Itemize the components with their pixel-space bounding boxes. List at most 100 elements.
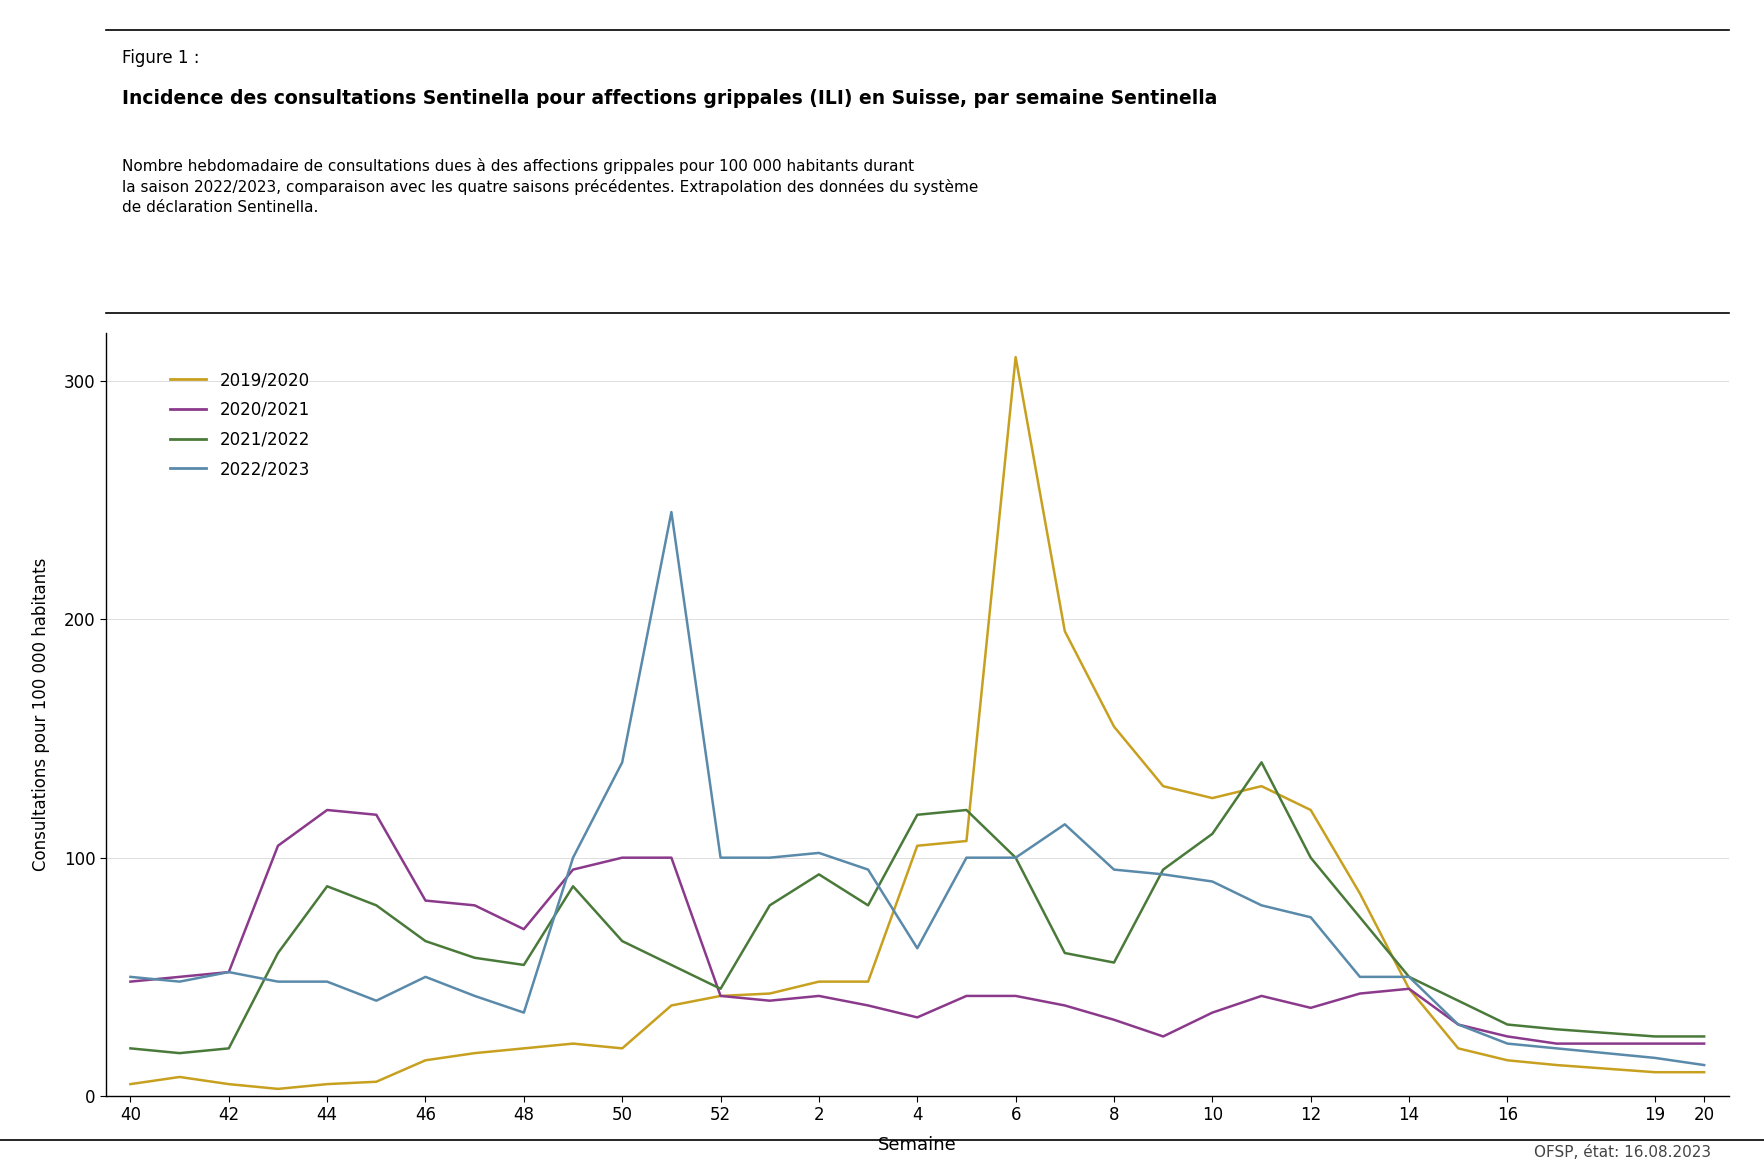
2020/2021 bbox=[1251, 989, 1272, 1003]
2022/2023 bbox=[907, 941, 928, 955]
2022/2023 bbox=[1300, 911, 1321, 925]
2020/2021 bbox=[956, 989, 977, 1003]
2022/2023 bbox=[563, 851, 584, 865]
2021/2022 bbox=[1251, 756, 1272, 770]
2021/2022 bbox=[563, 879, 584, 893]
2022/2023 bbox=[365, 993, 386, 1007]
2019/2020 bbox=[1693, 1066, 1715, 1080]
2022/2023 bbox=[1693, 1058, 1715, 1072]
2019/2020 bbox=[612, 1041, 633, 1055]
2022/2023 bbox=[1152, 868, 1173, 881]
Text: OFSP, état: 16.08.2023: OFSP, état: 16.08.2023 bbox=[1535, 1145, 1711, 1160]
2021/2022 bbox=[759, 898, 780, 912]
2021/2022 bbox=[1201, 827, 1222, 841]
2020/2021 bbox=[1693, 1037, 1715, 1051]
2021/2022 bbox=[956, 803, 977, 817]
2019/2020 bbox=[464, 1046, 485, 1060]
2020/2021 bbox=[513, 922, 534, 936]
2022/2023 bbox=[612, 756, 633, 770]
2021/2022 bbox=[709, 982, 730, 996]
2020/2021 bbox=[563, 863, 584, 877]
2020/2021 bbox=[759, 993, 780, 1007]
2020/2021 bbox=[662, 851, 683, 865]
2020/2021 bbox=[1399, 982, 1420, 996]
2020/2021 bbox=[857, 998, 878, 1012]
2019/2020 bbox=[1644, 1066, 1665, 1080]
2020/2021 bbox=[612, 851, 633, 865]
2022/2023 bbox=[1545, 1041, 1566, 1055]
2019/2020 bbox=[219, 1077, 240, 1091]
2021/2022 bbox=[219, 1041, 240, 1055]
2021/2022 bbox=[857, 898, 878, 912]
2022/2023 bbox=[956, 851, 977, 865]
2019/2020 bbox=[563, 1037, 584, 1051]
2019/2020 bbox=[1201, 791, 1222, 805]
2022/2023 bbox=[759, 851, 780, 865]
2019/2020 bbox=[1349, 886, 1371, 900]
2019/2020 bbox=[169, 1070, 191, 1084]
2020/2021 bbox=[709, 989, 730, 1003]
2022/2023 bbox=[1399, 970, 1420, 984]
Text: Nombre hebdomadaire de consultations dues à des affections grippales pour 100 00: Nombre hebdomadaire de consultations due… bbox=[122, 157, 979, 215]
2021/2022 bbox=[1349, 911, 1371, 925]
2019/2020 bbox=[857, 975, 878, 989]
2020/2021 bbox=[1201, 1005, 1222, 1019]
2019/2020 bbox=[1152, 779, 1173, 793]
Line: 2020/2021: 2020/2021 bbox=[131, 810, 1704, 1044]
2022/2023 bbox=[1644, 1051, 1665, 1065]
2021/2022 bbox=[662, 958, 683, 972]
2021/2022 bbox=[1399, 970, 1420, 984]
2021/2022 bbox=[1300, 851, 1321, 865]
2020/2021 bbox=[1104, 1013, 1125, 1027]
2020/2021 bbox=[316, 803, 337, 817]
X-axis label: Semaine: Semaine bbox=[878, 1136, 956, 1153]
2020/2021 bbox=[1055, 998, 1076, 1012]
2022/2023 bbox=[415, 970, 436, 984]
2021/2022 bbox=[365, 898, 386, 912]
Line: 2019/2020: 2019/2020 bbox=[131, 357, 1704, 1089]
2022/2023 bbox=[709, 851, 730, 865]
2019/2020 bbox=[1498, 1053, 1519, 1067]
2019/2020 bbox=[365, 1075, 386, 1089]
2020/2021 bbox=[169, 970, 191, 984]
2020/2021 bbox=[365, 808, 386, 822]
2022/2023 bbox=[1448, 1018, 1469, 1032]
2022/2023 bbox=[1498, 1037, 1519, 1051]
2022/2023 bbox=[1349, 970, 1371, 984]
2022/2023 bbox=[464, 989, 485, 1003]
2019/2020 bbox=[759, 986, 780, 1000]
2022/2023 bbox=[1055, 817, 1076, 831]
2022/2023 bbox=[808, 845, 829, 859]
2019/2020 bbox=[1104, 719, 1125, 733]
2021/2022 bbox=[415, 934, 436, 948]
2019/2020 bbox=[120, 1077, 141, 1091]
2022/2023 bbox=[120, 970, 141, 984]
2020/2021 bbox=[1498, 1030, 1519, 1044]
2019/2020 bbox=[268, 1082, 289, 1096]
2021/2022 bbox=[268, 946, 289, 960]
2020/2021 bbox=[1300, 1000, 1321, 1014]
Y-axis label: Consultations pour 100 000 habitants: Consultations pour 100 000 habitants bbox=[32, 559, 49, 871]
Text: Figure 1 :: Figure 1 : bbox=[122, 49, 199, 66]
2021/2022 bbox=[1693, 1030, 1715, 1044]
2021/2022 bbox=[1448, 993, 1469, 1007]
2019/2020 bbox=[907, 838, 928, 852]
2022/2023 bbox=[857, 863, 878, 877]
2019/2020 bbox=[709, 989, 730, 1003]
2021/2022 bbox=[464, 950, 485, 964]
2019/2020 bbox=[316, 1077, 337, 1091]
2020/2021 bbox=[1644, 1037, 1665, 1051]
2019/2020 bbox=[662, 998, 683, 1012]
2021/2022 bbox=[1498, 1018, 1519, 1032]
2020/2021 bbox=[1349, 986, 1371, 1000]
2019/2020 bbox=[513, 1041, 534, 1055]
2022/2023 bbox=[169, 975, 191, 989]
2022/2023 bbox=[1251, 898, 1272, 912]
2019/2020 bbox=[415, 1053, 436, 1067]
2021/2022 bbox=[120, 1041, 141, 1055]
Line: 2022/2023: 2022/2023 bbox=[131, 512, 1704, 1065]
2019/2020 bbox=[1300, 803, 1321, 817]
2022/2023 bbox=[268, 975, 289, 989]
2022/2023 bbox=[1005, 851, 1027, 865]
2019/2020 bbox=[956, 834, 977, 848]
